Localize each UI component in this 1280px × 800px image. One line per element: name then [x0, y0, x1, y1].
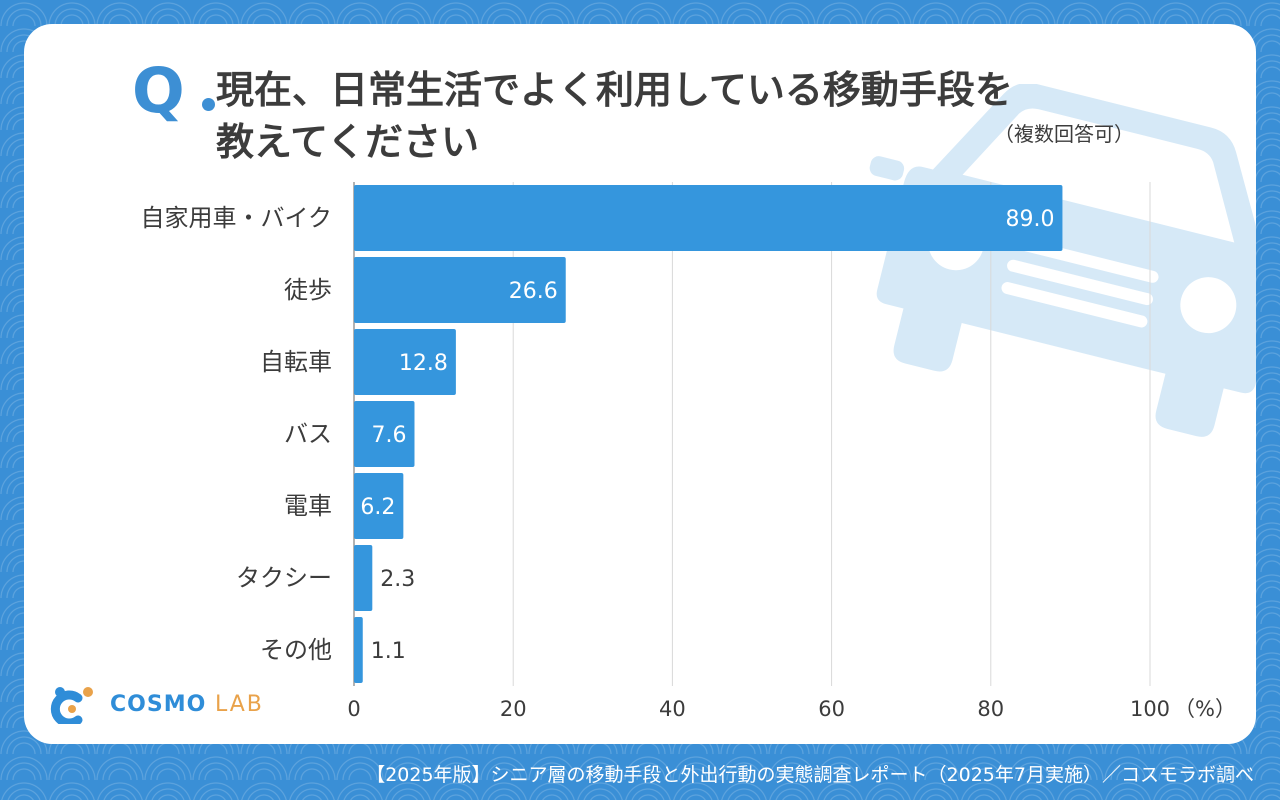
cosmo-lab-logo: COSMO LAB — [48, 684, 264, 724]
x-unit-label: （%） — [1174, 697, 1236, 721]
car-illustration — [869, 84, 1256, 437]
bar — [354, 257, 566, 323]
value-label: 2.3 — [380, 567, 415, 592]
bar — [354, 401, 415, 467]
source-footer: 【2025年版】シニア層の移動手段と外出行動の実態調査レポート（2025年7月実… — [366, 764, 1254, 786]
bar — [354, 617, 363, 683]
logo-wordmark: COSMO LAB — [110, 692, 264, 717]
question-title-line1: 現在、日常生活でよく利用している移動手段を — [216, 68, 1013, 112]
category-label: 徒歩 — [284, 276, 332, 304]
value-label: 1.1 — [371, 639, 406, 664]
category-label: 電車 — [284, 492, 332, 520]
logo-word-cosmo: COSMO — [110, 691, 207, 717]
x-tick-label: 0 — [347, 697, 360, 721]
chart-card: Q 現在、日常生活でよく利用している移動手段を 教えてください （複数回答可） … — [24, 24, 1256, 744]
multiple-answer-note: （複数回答可） — [994, 122, 1134, 146]
question-title: 現在、日常生活でよく利用している移動手段を 教えてください — [216, 64, 1176, 168]
bar — [354, 473, 404, 539]
category-label: その他 — [260, 636, 332, 664]
question-title-line2: 教えてください — [216, 120, 479, 164]
value-label: 7.6 — [371, 423, 406, 448]
x-tick-label: 80 — [977, 697, 1004, 721]
x-tick-label: 100 — [1130, 697, 1170, 721]
x-tick-label: 20 — [500, 697, 527, 721]
cosmo-lab-logo-icon — [50, 687, 93, 724]
x-tick-label: 40 — [659, 697, 686, 721]
question-mark-dot — [202, 98, 215, 111]
category-label: バス — [284, 420, 332, 448]
bar — [354, 329, 456, 395]
logo-word-lab: LAB — [214, 691, 264, 717]
question-mark-q: Q — [132, 54, 185, 127]
category-label: タクシー — [236, 564, 332, 592]
x-tick-label: 60 — [818, 697, 845, 721]
value-label: 89.0 — [1005, 207, 1054, 232]
value-label: 6.2 — [360, 495, 395, 520]
bar — [354, 185, 1063, 251]
bar-chart: 0 20 40 60 80 100 （%） 自家用車・バイク 89.0 徒歩 26.6 自転車 12.8… — [140, 182, 1236, 721]
category-label: 自家用車・バイク — [140, 204, 332, 232]
category-label: 自転車 — [260, 348, 332, 376]
bar — [354, 545, 373, 611]
value-label: 26.6 — [509, 279, 558, 304]
value-label: 12.8 — [399, 351, 448, 376]
